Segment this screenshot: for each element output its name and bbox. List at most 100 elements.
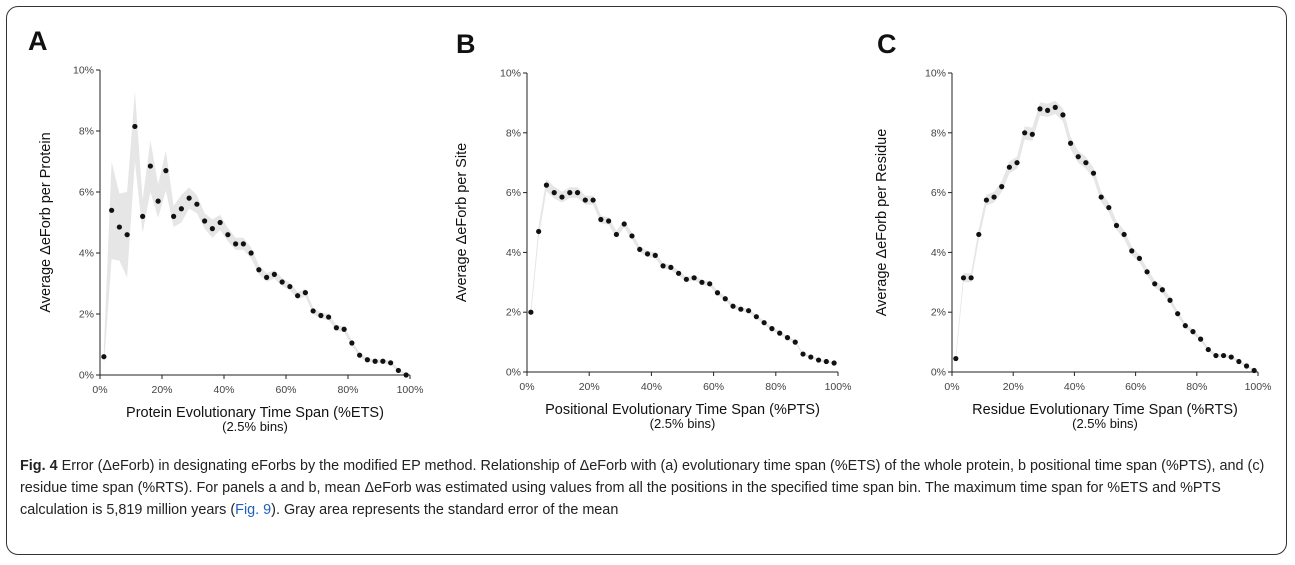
data-point <box>800 351 806 357</box>
data-point <box>225 232 231 238</box>
data-point <box>769 326 775 332</box>
data-point <box>543 182 550 188</box>
data-point <box>1052 104 1058 110</box>
data-point <box>186 195 192 201</box>
data-point <box>660 263 666 269</box>
data-point <box>194 201 200 207</box>
data-point <box>738 306 744 312</box>
data-point <box>1098 194 1104 200</box>
data-point <box>163 168 169 174</box>
x-axis-title: Protein Evolutionary Time Span (%ETS) <box>126 405 384 421</box>
caption-fig-label: Fig. 4 <box>20 458 58 474</box>
data-point <box>1106 204 1112 211</box>
data-point <box>590 197 596 203</box>
data-point <box>976 231 982 238</box>
data-point <box>256 267 262 273</box>
y-axis-title: Average ΔeForb per Residue <box>874 129 890 317</box>
data-point <box>357 352 363 358</box>
data-point <box>668 264 674 270</box>
x-tick-label: 20% <box>579 381 600 393</box>
data-point <box>983 197 990 203</box>
data-point <box>574 190 581 196</box>
data-point <box>784 335 791 341</box>
data-point <box>364 357 370 363</box>
data-point <box>567 190 573 196</box>
caption-figure-link[interactable]: Fig. 9 <box>235 502 272 518</box>
data-point <box>109 207 115 213</box>
data-point <box>1182 323 1188 329</box>
data-point <box>1075 154 1081 160</box>
y-tick-label: 0% <box>931 367 946 379</box>
data-point <box>621 221 627 227</box>
data-point <box>753 314 759 320</box>
x-axis-subtitle: (2.5% bins) <box>1072 416 1138 431</box>
data-point <box>761 320 767 326</box>
y-tick-label: 4% <box>506 247 521 259</box>
data-point <box>722 296 728 302</box>
data-point <box>1175 311 1181 317</box>
data-point <box>960 275 967 281</box>
x-tick-label: 80% <box>765 381 786 393</box>
data-point <box>1243 363 1250 369</box>
data-point <box>1037 106 1043 112</box>
data-point <box>1198 336 1204 342</box>
data-point <box>777 330 783 336</box>
x-tick-label: 0% <box>944 381 959 393</box>
x-axis-title: Residue Evolutionary Time Span (%RTS) <box>972 402 1238 418</box>
data-point <box>582 197 588 203</box>
x-tick-label: 0% <box>92 384 107 396</box>
data-point <box>333 325 339 331</box>
data-point <box>310 308 316 314</box>
y-tick-label: 2% <box>79 309 94 321</box>
data-point <box>792 339 798 345</box>
data-point <box>1152 281 1158 287</box>
data-point <box>1083 160 1089 166</box>
data-point <box>1167 297 1173 303</box>
y-tick-label: 10% <box>500 68 521 80</box>
data-point <box>101 354 107 360</box>
data-point <box>403 372 409 378</box>
data-point <box>171 213 177 219</box>
data-point <box>318 312 324 319</box>
data-point <box>968 275 974 281</box>
data-point <box>707 281 713 287</box>
data-point <box>380 358 386 364</box>
caption-text-end: ). Gray area represents the standard err… <box>271 502 619 518</box>
data-point <box>1220 352 1227 359</box>
data-point <box>1045 107 1051 113</box>
data-point <box>1090 170 1097 176</box>
data-point <box>248 250 254 256</box>
data-point <box>264 274 270 280</box>
data-point <box>395 367 401 374</box>
x-tick-label: 40% <box>213 384 234 396</box>
y-tick-label: 8% <box>931 127 946 139</box>
data-point <box>613 231 620 238</box>
x-tick-label: 100% <box>825 381 852 393</box>
data-point <box>271 271 277 277</box>
x-tick-label: 40% <box>641 381 662 393</box>
data-point <box>1228 354 1234 360</box>
data-point <box>209 226 215 232</box>
data-point <box>559 194 565 200</box>
x-tick-label: 60% <box>703 381 724 393</box>
data-point <box>240 241 246 247</box>
panel-letter: A <box>28 26 48 56</box>
data-point <box>676 270 682 276</box>
data-point <box>1113 222 1120 229</box>
x-axis-title: Positional Evolutionary Time Span (%PTS) <box>545 402 820 418</box>
chart-panel-a: A 0% 2% 4% 6% 8% 10% 0% 20% 40% 60% 80% 100% Protein … <box>28 26 423 434</box>
y-tick-label: 8% <box>79 126 94 138</box>
data-point <box>528 309 534 315</box>
data-point <box>991 194 997 200</box>
standard-error-band <box>955 100 1255 372</box>
data-point <box>1129 248 1135 254</box>
data-point <box>349 340 355 346</box>
data-point <box>295 293 301 299</box>
data-point <box>652 252 658 258</box>
data-point <box>606 218 612 224</box>
data-point <box>831 360 837 366</box>
y-tick-label: 4% <box>931 247 946 259</box>
data-point <box>598 216 604 223</box>
data-point <box>551 190 557 196</box>
data-point <box>302 290 308 296</box>
